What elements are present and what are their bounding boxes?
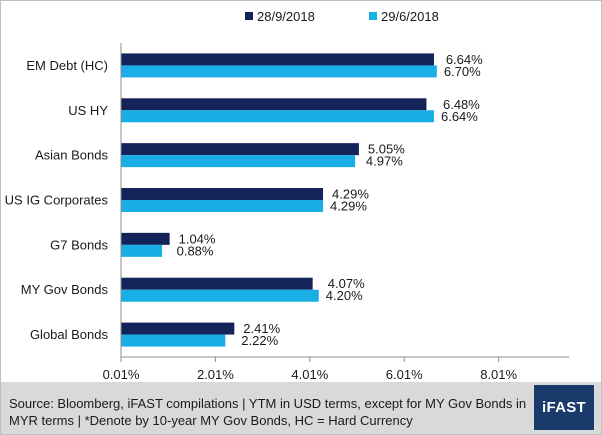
axes: 0.01% 2.01% 4.01% 6.01% 8.01% — [103, 43, 569, 382]
data-label: 6.48% — [443, 97, 480, 112]
legend-swatch — [245, 12, 253, 20]
data-label: 6.70% — [444, 64, 481, 79]
bar — [121, 98, 427, 111]
legend-label: 29/6/2018 — [381, 9, 439, 24]
bar — [121, 53, 434, 66]
legend-swatch — [369, 12, 377, 20]
data-label: 0.88% — [177, 243, 214, 258]
data-label: 6.64% — [446, 52, 483, 67]
data-label: 5.05% — [368, 142, 405, 157]
category-label: MY Gov Bonds — [21, 282, 109, 297]
category-label: G7 Bonds — [50, 237, 108, 252]
category-label: EM Debt (HC) — [26, 58, 108, 73]
category-label: Asian Bonds — [35, 148, 108, 163]
source-note: Source: Bloomberg, iFAST compilations | … — [9, 396, 527, 428]
data-label: 2.22% — [241, 333, 278, 348]
data-label: 4.07% — [328, 276, 365, 291]
data-label: 4.29% — [332, 187, 369, 202]
bar — [121, 322, 235, 335]
bar — [121, 334, 226, 347]
legend-label: 28/9/2018 — [257, 9, 315, 24]
legend: 28/9/2018 29/6/2018 — [245, 9, 439, 24]
bar — [121, 232, 170, 245]
bar — [121, 200, 324, 212]
category-label: US IG Corporates — [5, 193, 109, 208]
ifast-logo: iFAST — [534, 385, 594, 430]
bar-chart: 28/9/2018 29/6/2018 EM Debt (HC) US HY Asia… — [5, 9, 569, 382]
bar — [121, 155, 356, 168]
footer: Source: Bloomberg, iFAST compilations | … — [1, 382, 601, 434]
bar — [121, 244, 163, 257]
bar — [121, 289, 319, 302]
data-label: 6.64% — [441, 109, 478, 124]
x-tick-label: 0.01% — [103, 367, 140, 382]
data-label: 1.04% — [179, 231, 216, 246]
x-tick-label: 2.01% — [197, 367, 234, 382]
bar — [121, 143, 359, 156]
category-label: US HY — [68, 103, 108, 118]
x-tick-label: 4.01% — [291, 367, 328, 382]
bar — [121, 188, 324, 200]
category-labels: EM Debt (HC) US HY Asian Bonds US IG Corpor… — [5, 58, 109, 342]
category-label: Global Bonds — [30, 327, 109, 342]
data-label: 4.29% — [330, 199, 367, 214]
bar — [121, 110, 434, 123]
x-tick-label: 6.01% — [386, 367, 423, 382]
data-label: 4.20% — [326, 288, 363, 303]
bar — [121, 277, 313, 290]
bars: 6.64%6.70%6.48%6.64%5.05%4.97%4.29%4.29%… — [121, 52, 483, 348]
data-label: 2.41% — [243, 321, 280, 336]
x-tick-label: 8.01% — [480, 367, 517, 382]
data-label: 4.97% — [366, 154, 403, 169]
bar — [121, 65, 437, 78]
